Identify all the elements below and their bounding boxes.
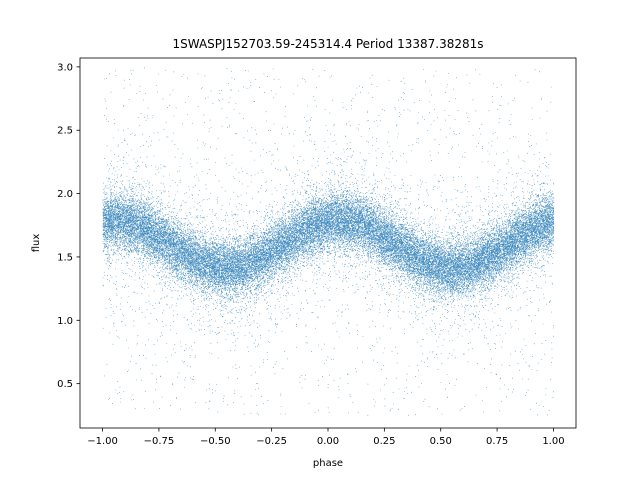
x-axis-label: phase xyxy=(313,458,343,469)
x-tick-label: −0.75 xyxy=(144,436,175,447)
x-tick-label: −0.50 xyxy=(200,436,231,447)
y-tick-label: 2.0 xyxy=(57,189,73,200)
y-axis: 0.5 1.0 1.5 2.0 2.5 3.0 xyxy=(57,62,80,390)
chart-title: 1SWASPJ152703.59-245314.4 Period 13387.3… xyxy=(172,37,483,51)
y-tick-label: 1.5 xyxy=(57,252,73,263)
scatter-points xyxy=(102,67,555,416)
x-tick-label: 0.75 xyxy=(486,436,508,447)
y-tick-label: 3.0 xyxy=(57,62,73,73)
x-tick-label: −1.00 xyxy=(87,436,118,447)
x-tick-label: 1.00 xyxy=(542,436,564,447)
x-axis: −1.00 −0.75 −0.50 −0.25 0.00 0.25 0.50 0.75 1.00 xyxy=(87,428,565,447)
x-tick-label: 0.25 xyxy=(373,436,395,447)
y-tick-label: 2.5 xyxy=(57,126,73,137)
x-tick-label: 0.50 xyxy=(430,436,452,447)
x-tick-label: −0.25 xyxy=(256,436,287,447)
data-points xyxy=(102,67,555,416)
y-axis-label: flux xyxy=(31,234,42,253)
y-tick-label: 1.0 xyxy=(57,316,73,327)
y-tick-label: 0.5 xyxy=(57,379,73,390)
x-tick-label: 0.00 xyxy=(317,436,339,447)
